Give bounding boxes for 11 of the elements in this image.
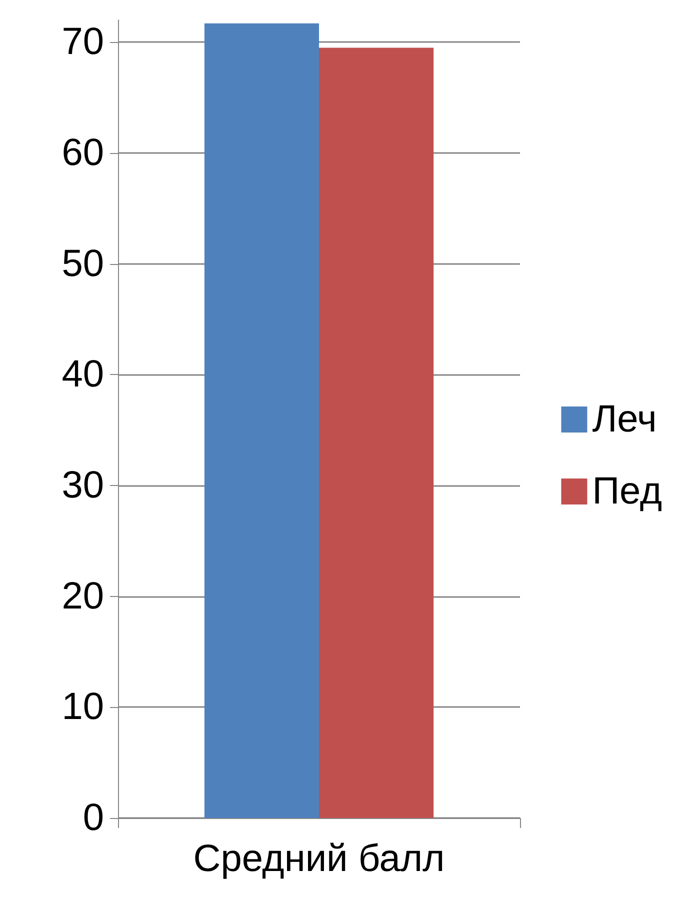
legend-label: Леч — [592, 398, 657, 440]
y-tick-label: 50 — [62, 242, 104, 285]
y-tick-label: 10 — [62, 686, 104, 728]
y-tick-label: 0 — [82, 797, 104, 839]
y-tick-label: 60 — [62, 132, 104, 174]
y-tick-label: 20 — [62, 575, 104, 618]
x-tick-label: Средний балл — [193, 838, 445, 880]
y-tick-label: 70 — [62, 21, 104, 64]
legend-label: Пед — [592, 470, 662, 512]
y-tick-label: 40 — [62, 354, 104, 396]
y-tick-label: 30 — [62, 464, 104, 506]
